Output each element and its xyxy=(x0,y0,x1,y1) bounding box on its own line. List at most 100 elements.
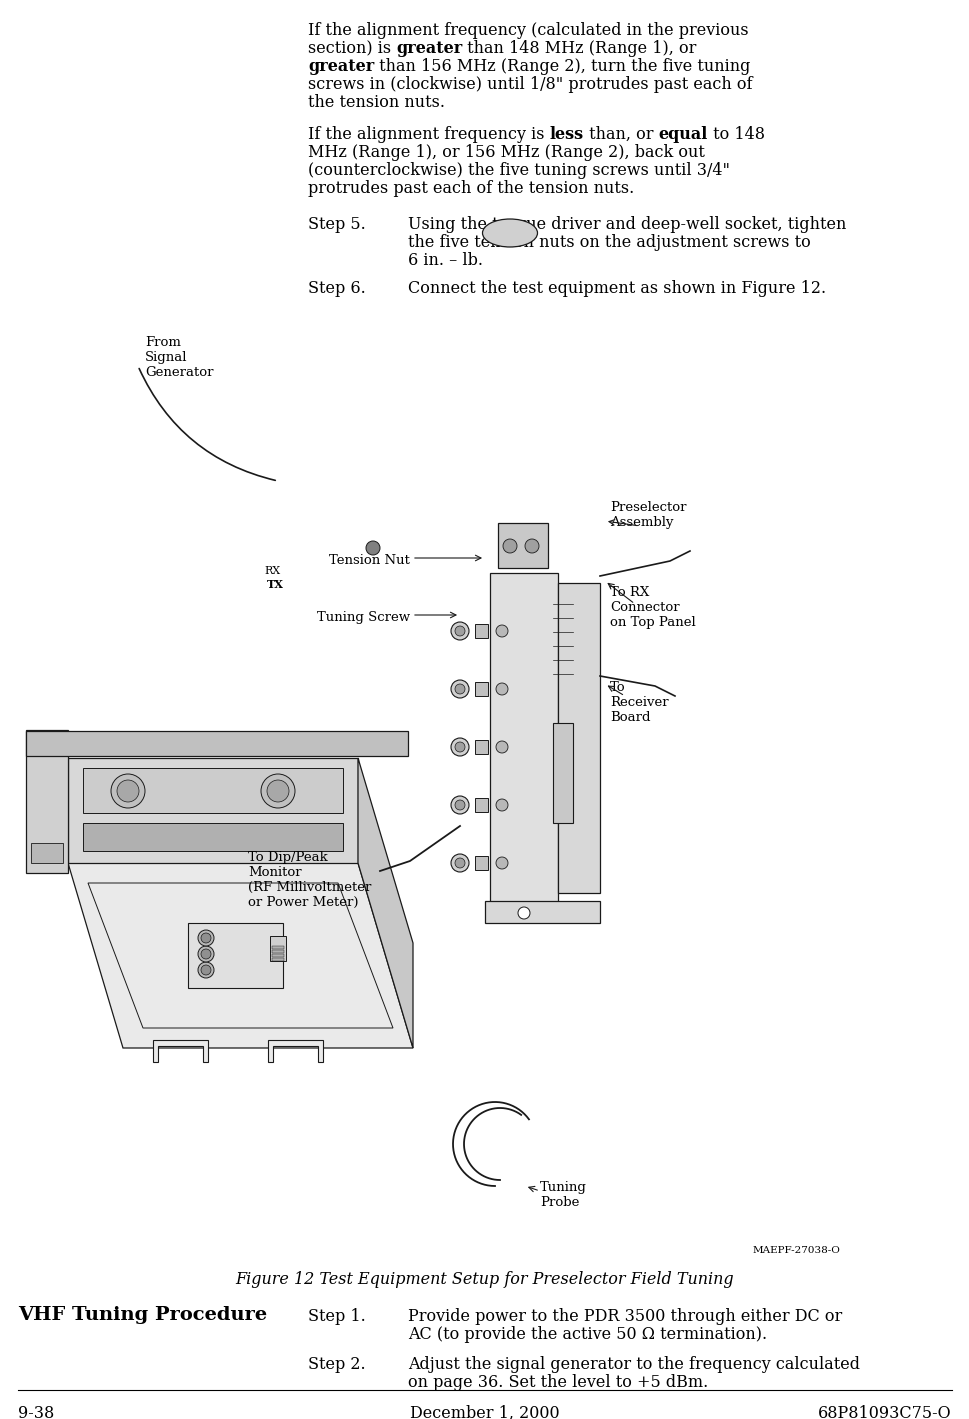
Polygon shape xyxy=(153,1040,207,1061)
Text: Preselector
Assembly: Preselector Assembly xyxy=(610,501,686,529)
Text: TX: TX xyxy=(266,579,284,590)
Text: equal: equal xyxy=(658,126,707,143)
Text: MAEPF-27038-O: MAEPF-27038-O xyxy=(751,1246,839,1254)
Text: than, or: than, or xyxy=(583,126,658,143)
Polygon shape xyxy=(475,856,487,870)
Text: (counterclockwise) the five tuning screws until 3/4": (counterclockwise) the five tuning screw… xyxy=(308,162,730,179)
Bar xyxy=(26,731,408,756)
Text: Tension Nut: Tension Nut xyxy=(328,553,410,568)
Text: less: less xyxy=(549,126,583,143)
Bar xyxy=(269,937,286,961)
Polygon shape xyxy=(358,758,413,1049)
Circle shape xyxy=(503,539,516,553)
Polygon shape xyxy=(188,922,283,988)
Bar xyxy=(26,729,68,873)
Text: on page 36. Set the level to +5 dBm.: on page 36. Set the level to +5 dBm. xyxy=(408,1374,707,1391)
Bar xyxy=(271,954,284,956)
Circle shape xyxy=(110,773,144,807)
Bar xyxy=(271,949,284,954)
Circle shape xyxy=(495,624,508,637)
Text: Step 5.: Step 5. xyxy=(308,216,365,233)
Text: greater: greater xyxy=(308,58,374,75)
Text: 9-38: 9-38 xyxy=(18,1405,54,1419)
Text: section) is: section) is xyxy=(308,40,396,57)
Bar xyxy=(31,843,63,863)
Text: To RX
Connector
on Top Panel: To RX Connector on Top Panel xyxy=(610,586,695,629)
Polygon shape xyxy=(475,624,487,639)
Circle shape xyxy=(454,742,464,752)
Text: RX: RX xyxy=(264,566,280,576)
Text: 6 in. – lb.: 6 in. – lb. xyxy=(408,253,483,270)
Circle shape xyxy=(451,622,469,640)
Text: than 148 MHz (Range 1), or: than 148 MHz (Range 1), or xyxy=(462,40,696,57)
Polygon shape xyxy=(475,683,487,695)
Circle shape xyxy=(495,799,508,812)
Circle shape xyxy=(201,949,211,959)
Text: the tension nuts.: the tension nuts. xyxy=(308,94,445,111)
Text: AC (to provide the active 50 Ω termination).: AC (to provide the active 50 Ω terminati… xyxy=(408,1325,766,1342)
Text: To Dip/Peak
Monitor
(RF Millivoltmeter
or Power Meter): To Dip/Peak Monitor (RF Millivoltmeter o… xyxy=(248,851,371,910)
Circle shape xyxy=(524,539,539,553)
Text: Step 1.: Step 1. xyxy=(308,1308,365,1325)
Text: protrudes past each of the tension nuts.: protrudes past each of the tension nuts. xyxy=(308,180,634,197)
Text: than 156 MHz (Range 2), turn the five tuning: than 156 MHz (Range 2), turn the five tu… xyxy=(374,58,750,75)
Text: to 148: to 148 xyxy=(707,126,764,143)
Polygon shape xyxy=(475,739,487,753)
Text: Step 2.: Step 2. xyxy=(308,1357,365,1374)
Circle shape xyxy=(495,683,508,695)
Circle shape xyxy=(201,965,211,975)
Circle shape xyxy=(261,773,295,807)
Polygon shape xyxy=(475,797,487,812)
Text: Tuning
Probe: Tuning Probe xyxy=(540,1181,586,1209)
Bar xyxy=(557,583,600,893)
Text: Figure 12 Test Equipment Setup for Preselector Field Tuning: Figure 12 Test Equipment Setup for Prese… xyxy=(235,1271,734,1288)
Ellipse shape xyxy=(482,219,537,247)
Text: the five tension nuts on the adjustment screws to: the five tension nuts on the adjustment … xyxy=(408,234,810,251)
Text: VHF Tuning Procedure: VHF Tuning Procedure xyxy=(18,1305,266,1324)
Circle shape xyxy=(451,796,469,815)
Bar xyxy=(552,724,573,823)
Polygon shape xyxy=(267,1040,323,1061)
Circle shape xyxy=(117,780,139,802)
Text: Using the torque driver and deep-well socket, tighten: Using the torque driver and deep-well so… xyxy=(408,216,846,233)
Circle shape xyxy=(454,684,464,694)
Bar xyxy=(484,901,600,922)
Bar xyxy=(271,958,284,961)
Text: Connect the test equipment as shown in Figure 12.: Connect the test equipment as shown in F… xyxy=(408,280,826,297)
Circle shape xyxy=(451,680,469,698)
Circle shape xyxy=(201,934,211,944)
Circle shape xyxy=(198,946,214,962)
Circle shape xyxy=(495,857,508,868)
Text: To
Receiver
Board: To Receiver Board xyxy=(610,681,668,724)
Text: If the alignment frequency (calculated in the previous: If the alignment frequency (calculated i… xyxy=(308,23,748,38)
Polygon shape xyxy=(68,863,413,1049)
Circle shape xyxy=(454,800,464,810)
Circle shape xyxy=(454,626,464,636)
Text: greater: greater xyxy=(396,40,462,57)
Circle shape xyxy=(517,907,529,920)
Text: Adjust the signal generator to the frequency calculated: Adjust the signal generator to the frequ… xyxy=(408,1357,860,1374)
Text: Tuning Screw: Tuning Screw xyxy=(317,612,410,624)
Text: December 1, 2000: December 1, 2000 xyxy=(410,1405,559,1419)
Text: MHz (Range 1), or 156 MHz (Range 2), back out: MHz (Range 1), or 156 MHz (Range 2), bac… xyxy=(308,143,704,160)
Circle shape xyxy=(198,929,214,946)
Text: If the alignment frequency is: If the alignment frequency is xyxy=(308,126,549,143)
Polygon shape xyxy=(68,758,358,863)
Text: From
Signal
Generator: From Signal Generator xyxy=(144,336,213,379)
Circle shape xyxy=(451,854,469,873)
Circle shape xyxy=(454,858,464,868)
Bar xyxy=(83,768,343,813)
Bar xyxy=(497,524,547,568)
Text: 68P81093C75-O: 68P81093C75-O xyxy=(818,1405,951,1419)
Circle shape xyxy=(451,738,469,756)
Text: Step 6.: Step 6. xyxy=(308,280,365,297)
Text: Provide power to the PDR 3500 through either DC or: Provide power to the PDR 3500 through ei… xyxy=(408,1308,841,1325)
Circle shape xyxy=(198,962,214,978)
Circle shape xyxy=(365,541,380,555)
Circle shape xyxy=(266,780,289,802)
Text: screws in (clockwise) until 1/8" protrudes past each of: screws in (clockwise) until 1/8" protrud… xyxy=(308,77,752,94)
Bar xyxy=(489,573,557,902)
Bar xyxy=(271,946,284,949)
Bar xyxy=(83,823,343,851)
Circle shape xyxy=(495,741,508,753)
